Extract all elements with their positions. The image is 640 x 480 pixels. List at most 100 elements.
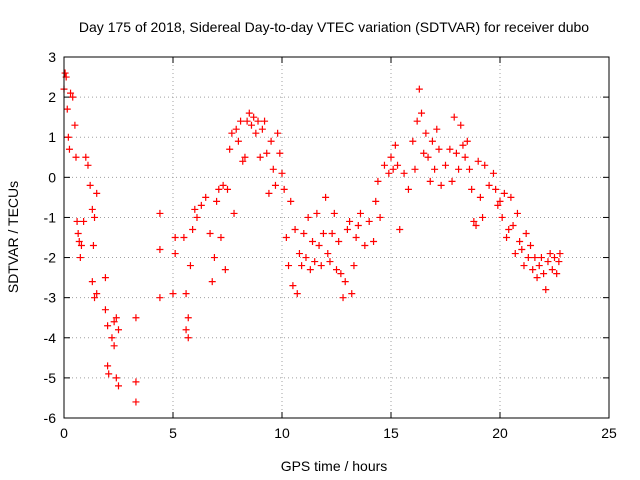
data-point-203: [548, 266, 556, 274]
data-point-91: [278, 169, 286, 177]
y-tick-label: -5: [44, 370, 57, 386]
data-point-112: [324, 250, 332, 258]
data-point-3: [63, 105, 71, 113]
data-point-93: [282, 234, 290, 241]
data-point-95: [287, 197, 295, 205]
data-point-204: [551, 254, 558, 262]
data-point-98: [293, 290, 301, 298]
data-point-44: [169, 290, 177, 298]
data-point-173: [479, 213, 487, 221]
data-point-183: [505, 225, 513, 233]
data-point-40: [132, 398, 140, 406]
x-tick-label: 5: [169, 425, 177, 441]
data-point-193: [527, 242, 535, 250]
data-point-111: [322, 193, 330, 201]
data-point-8: [71, 121, 79, 129]
data-point-55: [193, 213, 201, 221]
data-point-166: [463, 137, 471, 145]
y-tick-label: -3: [44, 290, 57, 306]
data-point-54: [191, 205, 199, 213]
data-point-9: [72, 153, 80, 161]
data-point-136: [387, 153, 395, 161]
data-point-92: [280, 185, 288, 193]
data-point-49: [182, 326, 190, 334]
data-point-205: [553, 270, 561, 278]
data-point-132: [374, 177, 382, 185]
data-point-195: [531, 254, 539, 262]
data-point-36: [115, 382, 122, 390]
data-point-151: [426, 177, 434, 185]
data-point-88: [271, 181, 279, 189]
data-point-62: [215, 185, 223, 193]
data-point-33: [110, 342, 118, 350]
y-tick-label: -6: [44, 410, 57, 426]
data-point-17: [84, 161, 92, 169]
data-point-97: [291, 225, 299, 233]
data-point-202: [546, 250, 554, 258]
data-point-196: [533, 274, 541, 282]
data-point-13: [76, 254, 84, 262]
data-point-121: [343, 225, 351, 233]
data-point-200: [542, 286, 550, 294]
data-point-159: [448, 177, 456, 185]
data-point-139: [394, 161, 402, 169]
data-point-124: [350, 262, 358, 270]
data-point-47: [180, 234, 188, 241]
data-point-182: [503, 234, 511, 241]
data-point-152: [428, 137, 436, 145]
data-point-127: [356, 209, 364, 217]
data-point-103: [304, 213, 312, 221]
data-point-157: [442, 161, 449, 169]
data-point-117: [335, 238, 343, 246]
data-point-138: [391, 141, 399, 149]
data-point-11: [74, 229, 82, 237]
data-point-116: [333, 266, 340, 274]
data-point-137: [389, 165, 397, 173]
data-point-161: [452, 149, 460, 157]
data-point-109: [317, 262, 325, 270]
data-point-83: [261, 117, 269, 125]
data-point-165: [461, 153, 469, 161]
data-point-129: [365, 217, 373, 225]
data-point-58: [206, 229, 214, 237]
data-point-35: [112, 374, 120, 382]
data-point-160: [450, 113, 458, 121]
y-tick-label: 3: [48, 49, 56, 65]
data-point-7: [69, 93, 77, 101]
data-point-100: [298, 262, 306, 270]
data-point-135: [385, 169, 393, 177]
data-point-41: [156, 209, 164, 217]
data-point-128: [361, 242, 369, 250]
data-point-61: [213, 197, 221, 205]
data-point-42: [156, 246, 164, 254]
data-point-50: [184, 314, 192, 322]
data-point-163: [457, 121, 465, 129]
data-point-64: [219, 181, 227, 189]
data-point-52: [186, 262, 194, 270]
data-point-145: [413, 117, 421, 125]
data-point-106: [311, 258, 319, 266]
data-point-192: [524, 254, 532, 262]
data-point-67: [226, 145, 234, 153]
data-point-199: [540, 270, 548, 278]
x-tick-label: 10: [274, 425, 290, 441]
data-point-107: [313, 209, 321, 217]
data-point-142: [404, 185, 412, 193]
data-point-179: [496, 197, 504, 205]
data-point-155: [435, 145, 443, 153]
data-point-201: [544, 258, 552, 266]
data-point-119: [339, 294, 347, 302]
x-tick-label: 15: [383, 425, 399, 441]
data-point-115: [330, 209, 338, 217]
x-tick-label: 0: [60, 425, 68, 441]
data-point-16: [82, 153, 90, 161]
data-point-94: [285, 262, 293, 270]
data-point-46: [171, 250, 179, 258]
data-point-153: [431, 165, 439, 173]
data-point-105: [309, 238, 317, 246]
data-point-133: [376, 213, 384, 221]
data-point-156: [437, 181, 445, 189]
data-point-170: [472, 221, 480, 229]
data-point-189: [518, 246, 526, 254]
